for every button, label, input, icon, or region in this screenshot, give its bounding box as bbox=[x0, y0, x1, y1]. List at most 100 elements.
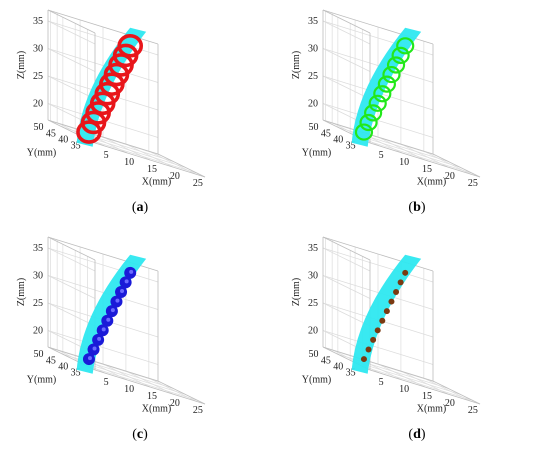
y-tick-label: 50 bbox=[308, 122, 318, 133]
box-edge-8 bbox=[322, 9, 371, 34]
box-edge-3 bbox=[157, 153, 206, 178]
markers bbox=[82, 266, 137, 366]
markers bbox=[360, 269, 409, 363]
left-grid-z-2 bbox=[322, 275, 371, 299]
marker-4-highlight bbox=[101, 327, 106, 332]
marker-2 bbox=[359, 113, 378, 132]
y-tick-label: 45 bbox=[321, 128, 331, 139]
left-grid-z-1 bbox=[47, 302, 96, 327]
x-tick-label: 5 bbox=[379, 377, 384, 388]
grid bbox=[322, 236, 481, 405]
markers bbox=[354, 37, 415, 141]
x-tick-label: 5 bbox=[379, 150, 384, 161]
x-tick-label: 20 bbox=[445, 398, 455, 409]
marker-9-highlight bbox=[124, 279, 129, 284]
y-tick-label: 35 bbox=[71, 367, 81, 378]
x-tick-label: 15 bbox=[422, 164, 432, 175]
y-tick-label: 40 bbox=[333, 134, 343, 145]
box-edge-2 bbox=[47, 346, 159, 382]
x-tick-label: 10 bbox=[399, 157, 409, 168]
z-tick-label: 25 bbox=[308, 71, 318, 82]
x-tick-label: 10 bbox=[399, 384, 409, 395]
x-tick-label: 5 bbox=[104, 377, 109, 388]
marker-3-highlight bbox=[97, 336, 102, 341]
x-tick-label: 25 bbox=[468, 405, 478, 416]
x-axis-label: X(mm) bbox=[142, 403, 171, 414]
x-axis-label: X(mm) bbox=[417, 403, 446, 414]
back-grid-z-3 bbox=[47, 247, 159, 283]
subplot-a: 5 10 15 20 25 35 40 45 50 20 25 30 35 X(mm) Y(mm) Z(mm)… bbox=[0, 0, 275, 226]
floor-grid-y-0 bbox=[362, 139, 473, 174]
z-tick-label: 35 bbox=[308, 243, 318, 254]
z-tick-label: 20 bbox=[308, 99, 318, 110]
left-grid-z-1 bbox=[322, 302, 371, 327]
z-tick-label: 35 bbox=[33, 243, 43, 254]
z-tick-label: 30 bbox=[308, 44, 318, 55]
y-axis-label: Y(mm) bbox=[27, 375, 56, 386]
left-grid-z-1 bbox=[47, 75, 96, 100]
channel bbox=[76, 27, 147, 147]
marker-6 bbox=[383, 308, 390, 315]
box-edge-2 bbox=[47, 119, 159, 155]
y-tick-label: 50 bbox=[33, 349, 43, 360]
y-axis-label: Y(mm) bbox=[27, 148, 56, 159]
z-tick-label: 20 bbox=[33, 99, 43, 110]
z-axis-label: Z(mm) bbox=[16, 278, 27, 306]
marker-1 bbox=[360, 356, 367, 363]
y-tick-label: 45 bbox=[46, 128, 56, 139]
z-tick-label: 25 bbox=[33, 298, 43, 309]
marker-1 bbox=[354, 123, 374, 141]
floor-grid-y-3 bbox=[50, 347, 161, 383]
x-tick-label: 25 bbox=[468, 178, 478, 189]
marker-8-highlight bbox=[120, 288, 125, 293]
back-grid-z-3 bbox=[322, 247, 434, 283]
x-tick-label: 10 bbox=[124, 157, 134, 168]
x-tick-label: 20 bbox=[445, 171, 455, 182]
marker-4 bbox=[374, 327, 381, 334]
z-axis-label: Z(mm) bbox=[291, 51, 302, 79]
y-tick-label: 35 bbox=[346, 140, 356, 151]
caption-c: (c) bbox=[132, 427, 148, 442]
channel bbox=[351, 254, 422, 374]
y-tick-label: 35 bbox=[346, 367, 356, 378]
box-edge-0 bbox=[94, 142, 206, 178]
floor-grid-y-3 bbox=[325, 347, 436, 383]
marker-7 bbox=[382, 65, 401, 84]
marker-6-highlight bbox=[110, 308, 115, 313]
y-tick-label: 50 bbox=[33, 122, 43, 133]
x-tick-label: 20 bbox=[170, 398, 180, 409]
left-grid-z-2 bbox=[47, 275, 96, 299]
z-axis-label: Z(mm) bbox=[16, 51, 27, 79]
caption-b: (b) bbox=[408, 200, 426, 215]
y-tick-label: 35 bbox=[71, 140, 81, 151]
z-tick-label: 30 bbox=[33, 271, 43, 282]
floor-grid-y-0 bbox=[87, 366, 198, 401]
x-tick-label: 15 bbox=[147, 391, 157, 402]
box-edge-2 bbox=[322, 346, 434, 382]
y-tick-label: 50 bbox=[308, 349, 318, 360]
left-grid-z-1 bbox=[322, 75, 371, 100]
grid bbox=[47, 236, 206, 405]
x-tick-label: 5 bbox=[104, 150, 109, 161]
box-edge-2 bbox=[322, 119, 434, 155]
box-edge-3 bbox=[432, 380, 481, 405]
marker-7-highlight bbox=[115, 298, 120, 303]
z-tick-label: 20 bbox=[308, 326, 318, 337]
back-grid-z-0 bbox=[47, 330, 159, 365]
left-grid-z-3 bbox=[47, 20, 96, 45]
box-edge-3 bbox=[432, 153, 481, 178]
back-grid-z-0 bbox=[322, 103, 434, 138]
marker-10 bbox=[396, 37, 415, 55]
marker-10 bbox=[402, 269, 409, 276]
z-tick-label: 30 bbox=[308, 271, 318, 282]
y-tick-label: 40 bbox=[58, 361, 68, 372]
marker-2 bbox=[365, 346, 372, 353]
y-tick-label: 45 bbox=[321, 355, 331, 366]
y-tick-label: 45 bbox=[46, 355, 56, 366]
x-tick-label: 25 bbox=[193, 405, 203, 416]
